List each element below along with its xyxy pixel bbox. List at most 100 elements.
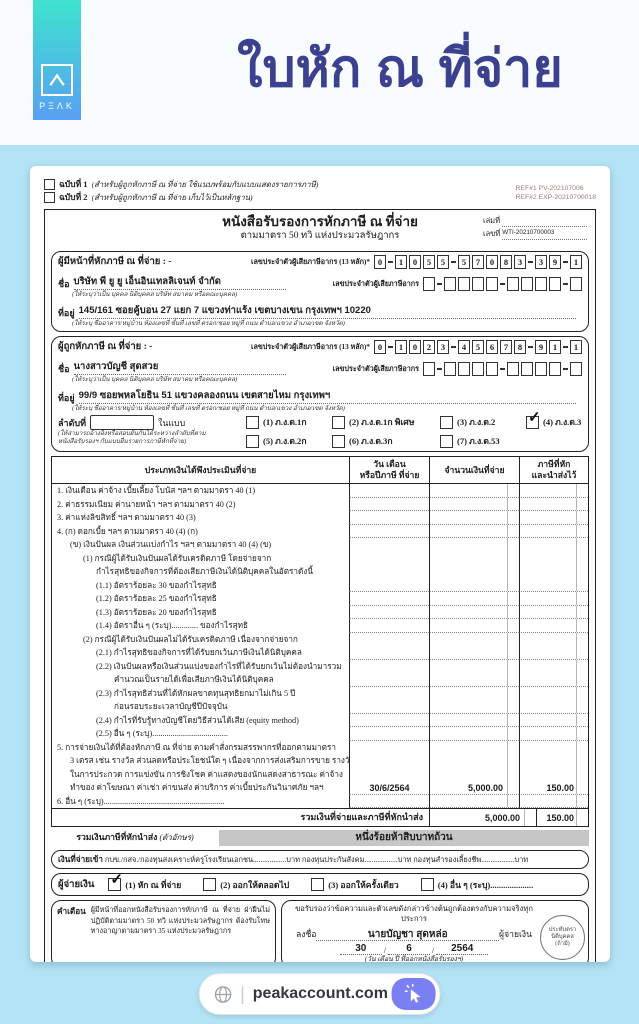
tax-form-type-options: (1) ภ.ง.ด.1ก (2) ภ.ง.ด.1ก พิเศษ (3) ภ.ง.ด.…: [246, 408, 582, 448]
visit-site-button[interactable]: [391, 978, 436, 1010]
checkbox-option[interactable]: (2) ออกให้ตลอดไป: [203, 878, 289, 892]
total-label: รวมเงินที่จ่ายและภาษีที่หักนำส่ง: [300, 812, 423, 822]
peak-logo-mark: [41, 64, 73, 96]
copies-header: ฉบับที่ 1 (สำหรับผู้ถูกหักภาษี ณ ที่จ่าย…: [44, 178, 596, 204]
checkbox-checked[interactable]: [526, 408, 541, 429]
tax-id-digit-box: 3: [514, 255, 526, 269]
amount-cell: [429, 592, 519, 606]
payee-address-value: 99/9 ซอยพหลโยธิน 51 แขวงคลองถนน เขตสายไห…: [78, 390, 331, 401]
table-row: ก่อนรอบระยะเวลาบัญชีปีปัจจุบัน: [52, 700, 588, 714]
income-type-cell: (2.3) กำไรสุทธิส่วนที่ได้หักผลขาดทุนสุทธ…: [96, 688, 296, 698]
tax-id-digit-box: 3: [535, 255, 547, 269]
col-amount: จำนวนเงินที่จ่าย: [429, 457, 519, 483]
tax-cell: [519, 511, 588, 525]
checkbox-option[interactable]: (5) ภ.ง.ด.2ก: [246, 434, 330, 448]
date-cell: [349, 646, 429, 660]
tax-id-digit-box: 0: [409, 340, 421, 354]
amount-cell: [429, 673, 519, 687]
tax-cell: [519, 592, 588, 606]
income-type-cell: ทำของ ค่าโฆษณา ค่าเช่า ค่าขนส่ง ค่าบริกา…: [70, 783, 324, 792]
company-seal-placeholder: ประทับตรา นิติบุคคล (ถ้ามี): [540, 915, 585, 960]
table-row: (1.1) อัตราร้อยละ 30 ของกำไรสุทธิ: [52, 578, 588, 592]
tax-id-digit-box: [444, 277, 456, 291]
income-type-cell: กำไรสุทธิของกิจการที่ต้องเสียภาษีเงินได้…: [96, 567, 313, 576]
tax-id-digit-box: 0: [374, 340, 386, 354]
table-row: (1.4) อัตราอื่น ๆ (ระบุ)............. ขอ…: [52, 619, 588, 633]
site-footer-pill[interactable]: | peakaccount.com: [198, 973, 441, 1015]
site-url: peakaccount.com: [252, 985, 388, 1002]
copy-1-checkbox[interactable]: [44, 179, 55, 190]
checkbox[interactable]: [246, 434, 259, 448]
income-type-cell: (1.2) อัตราร้อยละ 25 ของกำไรสุทธิ: [96, 594, 217, 603]
checkbox[interactable]: [440, 434, 453, 448]
checkbox-option[interactable]: (1) หัก ณ ที่จ่าย: [108, 870, 181, 892]
checkbox[interactable]: [332, 415, 345, 429]
checkbox-option[interactable]: (3) ออกให้ครั้งเดียว: [311, 878, 399, 892]
date-cell: [349, 592, 429, 606]
table-row: (1) กรณีผู้ได้รับเงินปันผลได้รับเครดิตภา…: [52, 551, 588, 565]
date-cell: [349, 767, 429, 781]
tax-cell: [519, 565, 588, 579]
checkbox-option[interactable]: (7) ภ.ง.ด.53: [440, 434, 524, 448]
id-dash: [500, 368, 505, 370]
reference-numbers: REF#1 PV-202107006 REF#2 EXP-20210700018: [516, 184, 597, 202]
cursor-click-icon: [405, 983, 421, 1003]
checkbox[interactable]: [246, 415, 259, 429]
income-type-cell: (2.1) กำไรสุทธิของกิจการที่ได้รับยกเว้นภ…: [96, 648, 302, 657]
tax-cell: [519, 754, 588, 768]
tax-id-digit-box: 1: [395, 340, 407, 354]
date-cell: [349, 511, 429, 525]
checkbox-option[interactable]: (3) ภ.ง.ด.2: [440, 415, 524, 429]
date-cell: [349, 605, 429, 619]
amount-cell: [429, 484, 519, 498]
income-type-cell: 6. อื่น ๆ (ระบุ)........................…: [57, 796, 225, 806]
checkbox[interactable]: [332, 434, 345, 448]
certification-box: ขอรับรองว่าข้อความและตัวเลขดังกล่าวข้างต…: [281, 900, 589, 962]
date-cell: [349, 673, 429, 687]
ref-2: REF#2 EXP-20210700018: [515, 194, 597, 201]
checkbox-option[interactable]: (1) ภ.ง.ด.1ก: [246, 415, 330, 429]
checkbox-option[interactable]: (4) ภ.ง.ด.3: [526, 408, 582, 429]
date-cell: [349, 794, 429, 808]
checkbox-option[interactable]: (6) ภ.ง.ด.3ก: [332, 434, 438, 448]
tax-id-digit-box: [535, 277, 547, 291]
checkbox-label: (5) ภ.ง.ด.2ก: [263, 436, 307, 446]
tax-cell: [519, 605, 588, 619]
tax-cell: [519, 578, 588, 592]
tax-cell: [519, 727, 588, 741]
checkbox[interactable]: [420, 878, 434, 891]
checkbox[interactable]: [440, 415, 453, 429]
signature-field[interactable]: นายบัญชา สุดหล่อ: [316, 929, 500, 941]
income-type-cell: 3 เตรส เช่น รางวัล ส่วนลดหรือประโยชน์ใด …: [70, 756, 349, 765]
total-row: รวมเงินที่จ่ายและภาษีที่หักนำส่ง 5,000.0…: [52, 808, 588, 826]
copy-2-checkbox[interactable]: [44, 192, 55, 203]
checkbox[interactable]: [203, 878, 217, 891]
checkbox[interactable]: [311, 878, 325, 891]
income-type-cell: 1. เงินเดือน ค่าจ้าง เบี้ยเลี้ยง โบนัส ฯ…: [57, 486, 256, 495]
payer-taxid13-label: เลขประจำตัวผู้เสียภาษีอากร (13 หลัก)*: [250, 258, 370, 266]
funds-row: เงินที่จ่ายเข้า กบข./กสจ./กองทุนสงเคราะห…: [51, 850, 589, 869]
income-type-cell: 4. (ก) ดอกเบี้ย ฯลฯ ตามมาตรา 40 (4) (ก): [57, 526, 198, 536]
payer-name-label: ชื่อ: [58, 279, 70, 289]
checkbox-checked[interactable]: [108, 870, 123, 891]
id-dash: [500, 283, 505, 285]
tax-id-digit-box: 8: [500, 255, 512, 269]
payer-address-field: 145/161 ซอยคู้บอน 27 แยก 7 แขวงท่าแร้ง เ…: [78, 300, 576, 319]
sequence-number-box[interactable]: [90, 415, 155, 430]
amount-cell: [429, 497, 519, 511]
amount-cell: [429, 767, 519, 781]
table-row: (2) กรณีผู้ได้รับเงินปันผลไม่ได้รับเครดิ…: [52, 632, 588, 646]
checkbox-label: (7) ภ.ง.ด.53: [457, 436, 500, 446]
income-type-cell: (2.2) เงินปันผลหรือเงินส่วนแบ่งของกำไรที…: [96, 661, 342, 671]
warning-text: ผู้มีหน้าที่ออกหนังสือรับรองการหักภาษี ณ…: [90, 906, 270, 935]
peak-logo-text: PΞΛK: [39, 101, 75, 111]
amount-cell: [429, 659, 519, 673]
amount-cell: [429, 565, 519, 579]
book-number-field[interactable]: [502, 216, 587, 227]
checkbox-option[interactable]: (2) ภ.ง.ด.1ก พิเศษ: [332, 415, 438, 429]
tax-id-digit-box: [521, 277, 533, 291]
date-cell: [349, 740, 429, 754]
date-cell: [349, 632, 429, 646]
checkbox-option[interactable]: (4) อื่น ๆ (ระบุ)....................: [420, 878, 533, 892]
